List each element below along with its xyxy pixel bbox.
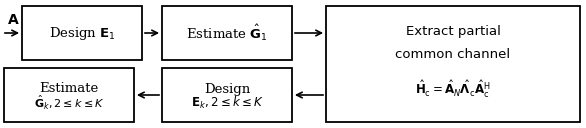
Bar [162, 6, 292, 60]
Bar [22, 6, 142, 60]
Text: $\hat{\mathbf{G}}_k, 2 \leq k \leq K$: $\hat{\mathbf{G}}_k, 2 \leq k \leq K$ [33, 94, 104, 112]
Bar [326, 6, 580, 122]
Text: Design $\mathbf{E}_1$: Design $\mathbf{E}_1$ [49, 24, 115, 41]
Text: Estimate: Estimate [39, 82, 98, 94]
Bar [4, 68, 134, 122]
Text: Design: Design [204, 83, 250, 95]
Bar [162, 68, 292, 122]
Text: common channel: common channel [396, 48, 510, 61]
Text: $\mathbf{E}_k, 2 \leq k \leq K$: $\mathbf{E}_k, 2 \leq k \leq K$ [190, 95, 264, 111]
Text: Estimate $\hat{\mathbf{G}}_1$: Estimate $\hat{\mathbf{G}}_1$ [186, 23, 268, 43]
Text: $\mathbf{A}$: $\mathbf{A}$ [7, 13, 20, 27]
Text: $\hat{\mathbf{H}}_\mathrm{c} = \hat{\mathbf{A}}_N\hat{\boldsymbol{\Lambda}}_\mat: $\hat{\mathbf{H}}_\mathrm{c} = \hat{\mat… [415, 79, 491, 100]
Text: Extract partial: Extract partial [406, 25, 500, 38]
